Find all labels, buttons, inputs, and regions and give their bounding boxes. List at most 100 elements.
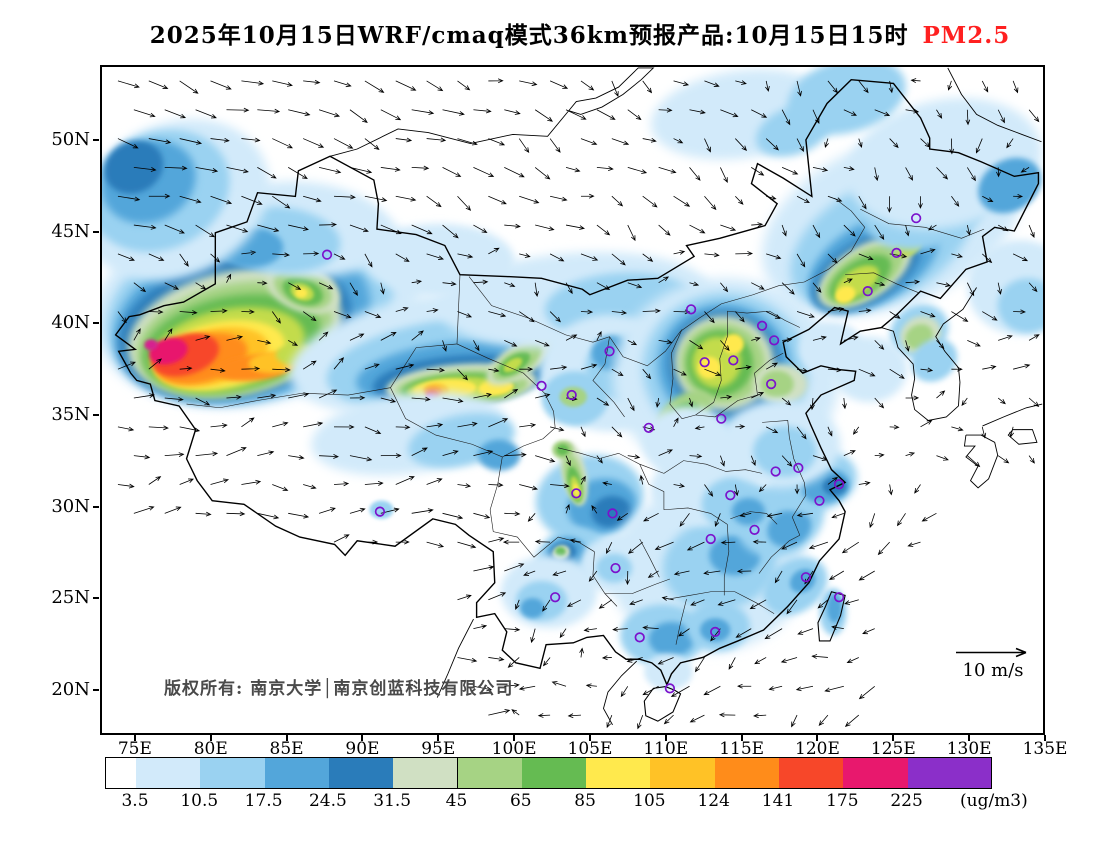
station-marker: [566, 389, 577, 401]
lat-tick-mark: [93, 322, 99, 325]
lon-tick-label: 80E: [193, 739, 228, 759]
lat-tick-label: 45N: [51, 220, 90, 242]
station-marker: [814, 495, 825, 506]
colorbar-tick-label: 45: [445, 791, 468, 811]
pm25-field-layer: [102, 67, 1043, 691]
lon-tick-mark: [740, 735, 743, 741]
lat-tick-mark: [93, 139, 99, 142]
wind-vector-field: [117, 78, 1040, 730]
colorbar-segment: [328, 758, 395, 788]
colorbar-segment: [106, 758, 137, 788]
station-marker: [716, 413, 727, 424]
lat-tick-label: 30N: [51, 495, 90, 517]
colorbar-tick-label: 24.5: [308, 791, 347, 811]
station-marker: [664, 683, 676, 694]
station-marker: [911, 213, 922, 224]
lon-tick-mark: [1044, 735, 1046, 741]
title-pollutant: PM2.5: [922, 22, 1011, 49]
station-marker: [643, 422, 654, 433]
station-marker: [728, 355, 739, 366]
lon-tick-mark: [513, 735, 516, 741]
lon-tick-label: 110E: [643, 739, 689, 759]
lon-tick-label: 100E: [491, 739, 537, 759]
lon-tick-mark: [892, 735, 895, 741]
station-marker: [833, 592, 845, 603]
station-marker: [610, 562, 621, 574]
lon-tick-label: 120E: [795, 739, 840, 759]
wind-scale-arrow-icon: [956, 647, 1027, 658]
lat-tick-mark: [93, 689, 99, 692]
colorbar-segment: [521, 758, 588, 788]
colorbar-tick-label: 124: [697, 791, 730, 811]
lon-tick-mark: [437, 735, 440, 741]
colorbar-segment: [200, 758, 266, 788]
station-marker: [770, 466, 781, 477]
station-marker: [710, 626, 721, 638]
colorbar-segment: [714, 758, 780, 788]
station-marker: [800, 572, 812, 583]
station-marker: [725, 490, 736, 501]
station-marker: [756, 320, 768, 331]
station-marker: [891, 247, 902, 259]
station-marker: [321, 249, 333, 260]
lon-tick-mark: [209, 735, 212, 741]
lat-tick-mark: [93, 597, 99, 600]
colorbar-tick-label: 141: [761, 791, 795, 811]
station-marker: [833, 479, 845, 490]
lat-tick-mark: [93, 505, 99, 508]
station-markers-layer: [321, 213, 922, 694]
station-marker: [550, 592, 561, 603]
lat-tick-label: 25N: [51, 587, 90, 609]
colorbar-tick-label: 65: [509, 791, 532, 811]
station-marker: [607, 508, 618, 519]
lon-tick-mark: [588, 735, 591, 741]
station-marker: [685, 304, 697, 315]
lat-tick-label: 50N: [51, 129, 90, 151]
station-marker: [699, 357, 710, 368]
colorbar-tick-label: 17.5: [244, 791, 283, 811]
lon-tick-label: 105E: [567, 739, 613, 759]
colorbar-segment: [779, 758, 845, 788]
lon-tick-mark: [361, 735, 364, 741]
station-marker: [604, 346, 615, 357]
lon-tick-label: 75E: [117, 739, 152, 759]
station-marker: [571, 488, 582, 499]
page-title: 2025年10月15日WRF/cmaq模式36km预报产品:10月15日15时 P…: [0, 16, 1100, 50]
lon-tick-label: 95E: [421, 739, 456, 759]
colorbar-tick-label: 3.5: [121, 791, 149, 811]
map-canvas: [102, 67, 1043, 730]
colorbar-segment: [264, 758, 330, 788]
colorbar-tick-label: 10.5: [180, 791, 219, 811]
lon-tick-label: 90E: [345, 739, 380, 759]
colorbar-segment: [457, 758, 523, 788]
lat-tick-label: 20N: [51, 679, 90, 701]
lon-tick-mark: [664, 735, 667, 741]
station-marker: [749, 524, 760, 535]
station-marker: [769, 335, 780, 346]
lat-tick-mark: [93, 414, 99, 417]
lat-tick-label: 40N: [51, 312, 90, 334]
colorbar-segment: [843, 758, 909, 788]
station-marker: [793, 462, 804, 474]
map-boundaries-layer: [114, 67, 1043, 726]
wind-scale-label: 10 m/s: [962, 660, 1024, 681]
colorbar-tick-label: 225: [890, 791, 923, 811]
lon-tick-mark: [816, 735, 819, 741]
station-marker: [862, 286, 873, 297]
lon-tick-mark: [968, 735, 971, 741]
wind-scale-legend: 10 m/s: [947, 646, 1039, 681]
colorbar-segment: [650, 758, 716, 788]
colorbar-tick-label: 105: [633, 791, 666, 811]
lat-tick-mark: [93, 230, 99, 233]
colorbar-segment: [586, 758, 652, 788]
lon-tick-label: 135E: [1022, 739, 1068, 759]
title-text: 2025年10月15日WRF/cmaq模式36km预报产品:10月15日15时: [149, 22, 909, 49]
map-frame: 版权所有: 南京大学│南京创蓝科技有限公司 10 m/s: [100, 65, 1045, 735]
lat-tick-label: 35N: [51, 404, 90, 426]
colorbar-tick-label: 31.5: [373, 791, 412, 811]
copyright-text: 版权所有: 南京大学│南京创蓝科技有限公司: [164, 679, 514, 699]
colorbar-segment: [393, 758, 459, 788]
colorbar-unit-label: (ug/m3): [960, 791, 1028, 811]
station-marker: [634, 632, 645, 643]
